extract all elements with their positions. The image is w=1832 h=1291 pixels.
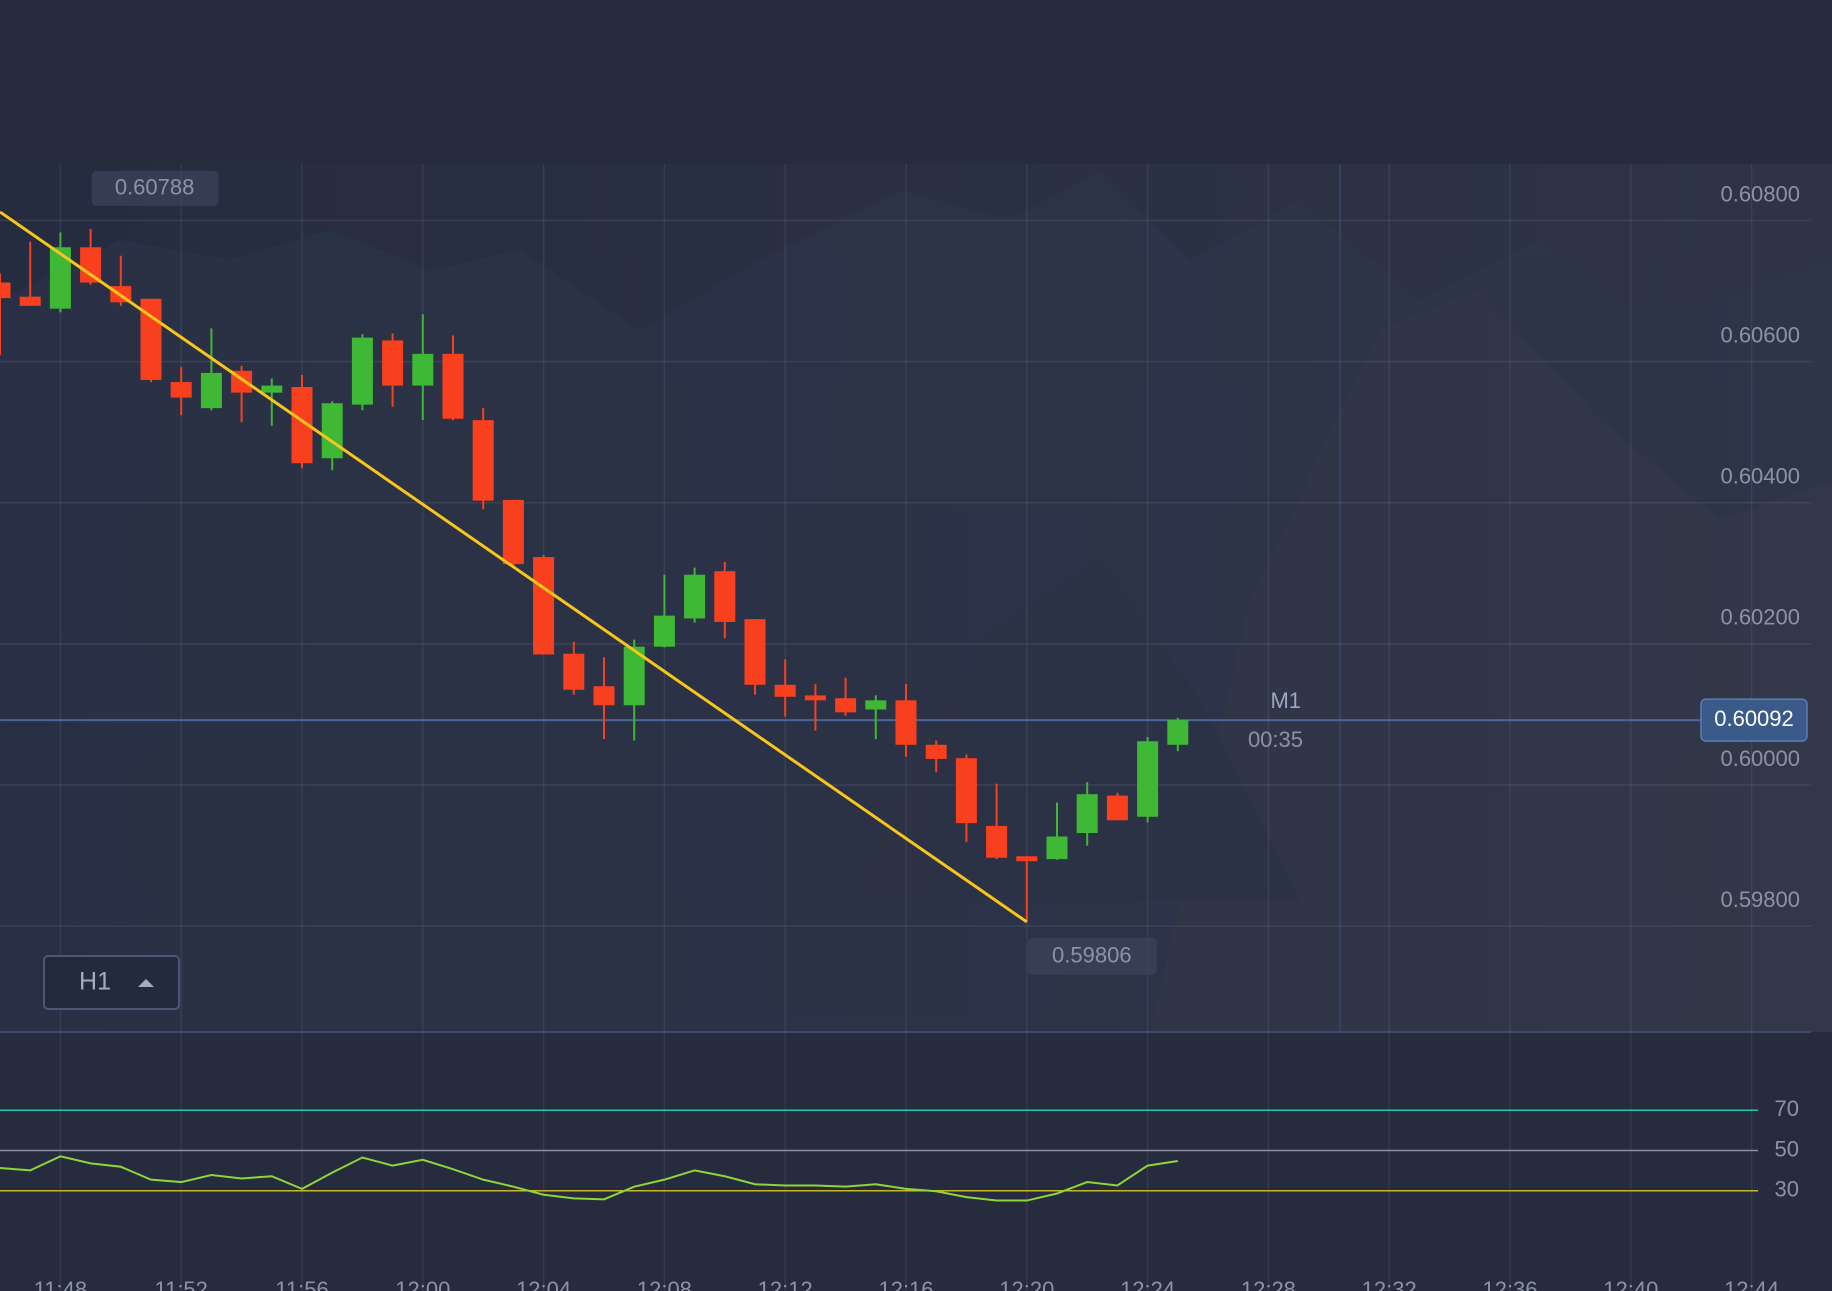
x-tick-label: 12:20 (999, 1277, 1054, 1291)
candle-body (261, 385, 283, 393)
candle-body (895, 700, 917, 745)
trendline (0, 210, 1028, 924)
candle-body (80, 247, 102, 283)
x-tick-label: 12:04 (516, 1277, 571, 1291)
timeframe-label: M1 (1270, 688, 1301, 713)
candle-body (1046, 836, 1068, 860)
mountains (0, 170, 1832, 1032)
low-label-box (1027, 937, 1157, 975)
x-tick-label: 12:28 (1241, 1277, 1296, 1291)
candle-body (1137, 741, 1159, 817)
y-tick-label: 0.60200 (1720, 605, 1800, 630)
y-tick-label: 0.59800 (1720, 887, 1800, 912)
candle-body (19, 296, 41, 306)
interval-label[interactable]: H1 (79, 968, 111, 996)
y-tick-label: 0.60400 (1720, 464, 1800, 489)
candle-body (533, 557, 555, 655)
y-tick-label: 70 (1775, 1096, 1799, 1121)
x-tick-label: 11:56 (275, 1277, 328, 1291)
candle-body (986, 825, 1008, 858)
candle-body (653, 615, 675, 647)
y-tick-label: 0.60800 (1720, 181, 1800, 206)
candle-body (1167, 720, 1189, 745)
candle-body (774, 684, 796, 697)
candle-body (502, 499, 524, 565)
candle-body (563, 653, 585, 690)
x-tick-label: 12:40 (1603, 1277, 1658, 1291)
low-label: 0.59806 (1052, 943, 1132, 968)
candle-body (835, 698, 857, 713)
candle-body (714, 571, 736, 622)
x-tick-label: 12:24 (1120, 1277, 1175, 1291)
candle-body (200, 372, 222, 409)
candle-body (321, 403, 343, 459)
x-tick-label: 12:36 (1482, 1277, 1537, 1291)
candle-body (351, 337, 373, 405)
candle-body (684, 574, 706, 619)
candle-body (593, 686, 615, 706)
candle-body (412, 353, 434, 386)
candle-body (623, 646, 645, 706)
y-tick-label: 0.60000 (1720, 746, 1800, 771)
y-tick-label: 0.60600 (1720, 322, 1800, 347)
x-tick-label: 11:52 (154, 1277, 207, 1291)
rsi-line (0, 1155, 1178, 1202)
x-tick-label: 11:48 (34, 1277, 87, 1291)
candle-body (382, 340, 404, 386)
dropdown-arrow[interactable] (138, 979, 154, 987)
x-tick-label: 12:08 (637, 1277, 692, 1291)
candle-body (442, 353, 464, 419)
chart-area (0, 164, 1832, 1032)
candle-body (170, 382, 192, 398)
x-tick-label: 12:12 (758, 1277, 813, 1291)
candle-body (804, 695, 826, 701)
y-tick-label: 30 (1775, 1177, 1799, 1202)
candle-body (0, 282, 11, 299)
candle-body (291, 386, 313, 464)
high-label-box (91, 170, 219, 206)
x-tick-label: 12:16 (878, 1277, 933, 1291)
candle-body (1076, 794, 1098, 833)
interval-button[interactable] (43, 955, 180, 1010)
price-badge (1700, 698, 1808, 742)
countdown-label: 00:35 (1248, 727, 1303, 752)
candle-body (1016, 856, 1038, 862)
candle-body (49, 247, 71, 309)
candle-body (1106, 795, 1128, 821)
candle-body (865, 700, 887, 710)
high-label: 0.60788 (115, 175, 195, 200)
candle-body (925, 744, 947, 759)
candle-body (472, 420, 494, 501)
candle-body (744, 619, 766, 685)
price-label: 0.60092 (1714, 706, 1794, 731)
x-tick-label: 12:32 (1362, 1277, 1417, 1291)
x-tick-label: 12:00 (395, 1277, 450, 1291)
x-tick-label: 12:44 (1724, 1277, 1779, 1291)
y-tick-label: 50 (1775, 1136, 1799, 1161)
candle-body (955, 758, 977, 824)
